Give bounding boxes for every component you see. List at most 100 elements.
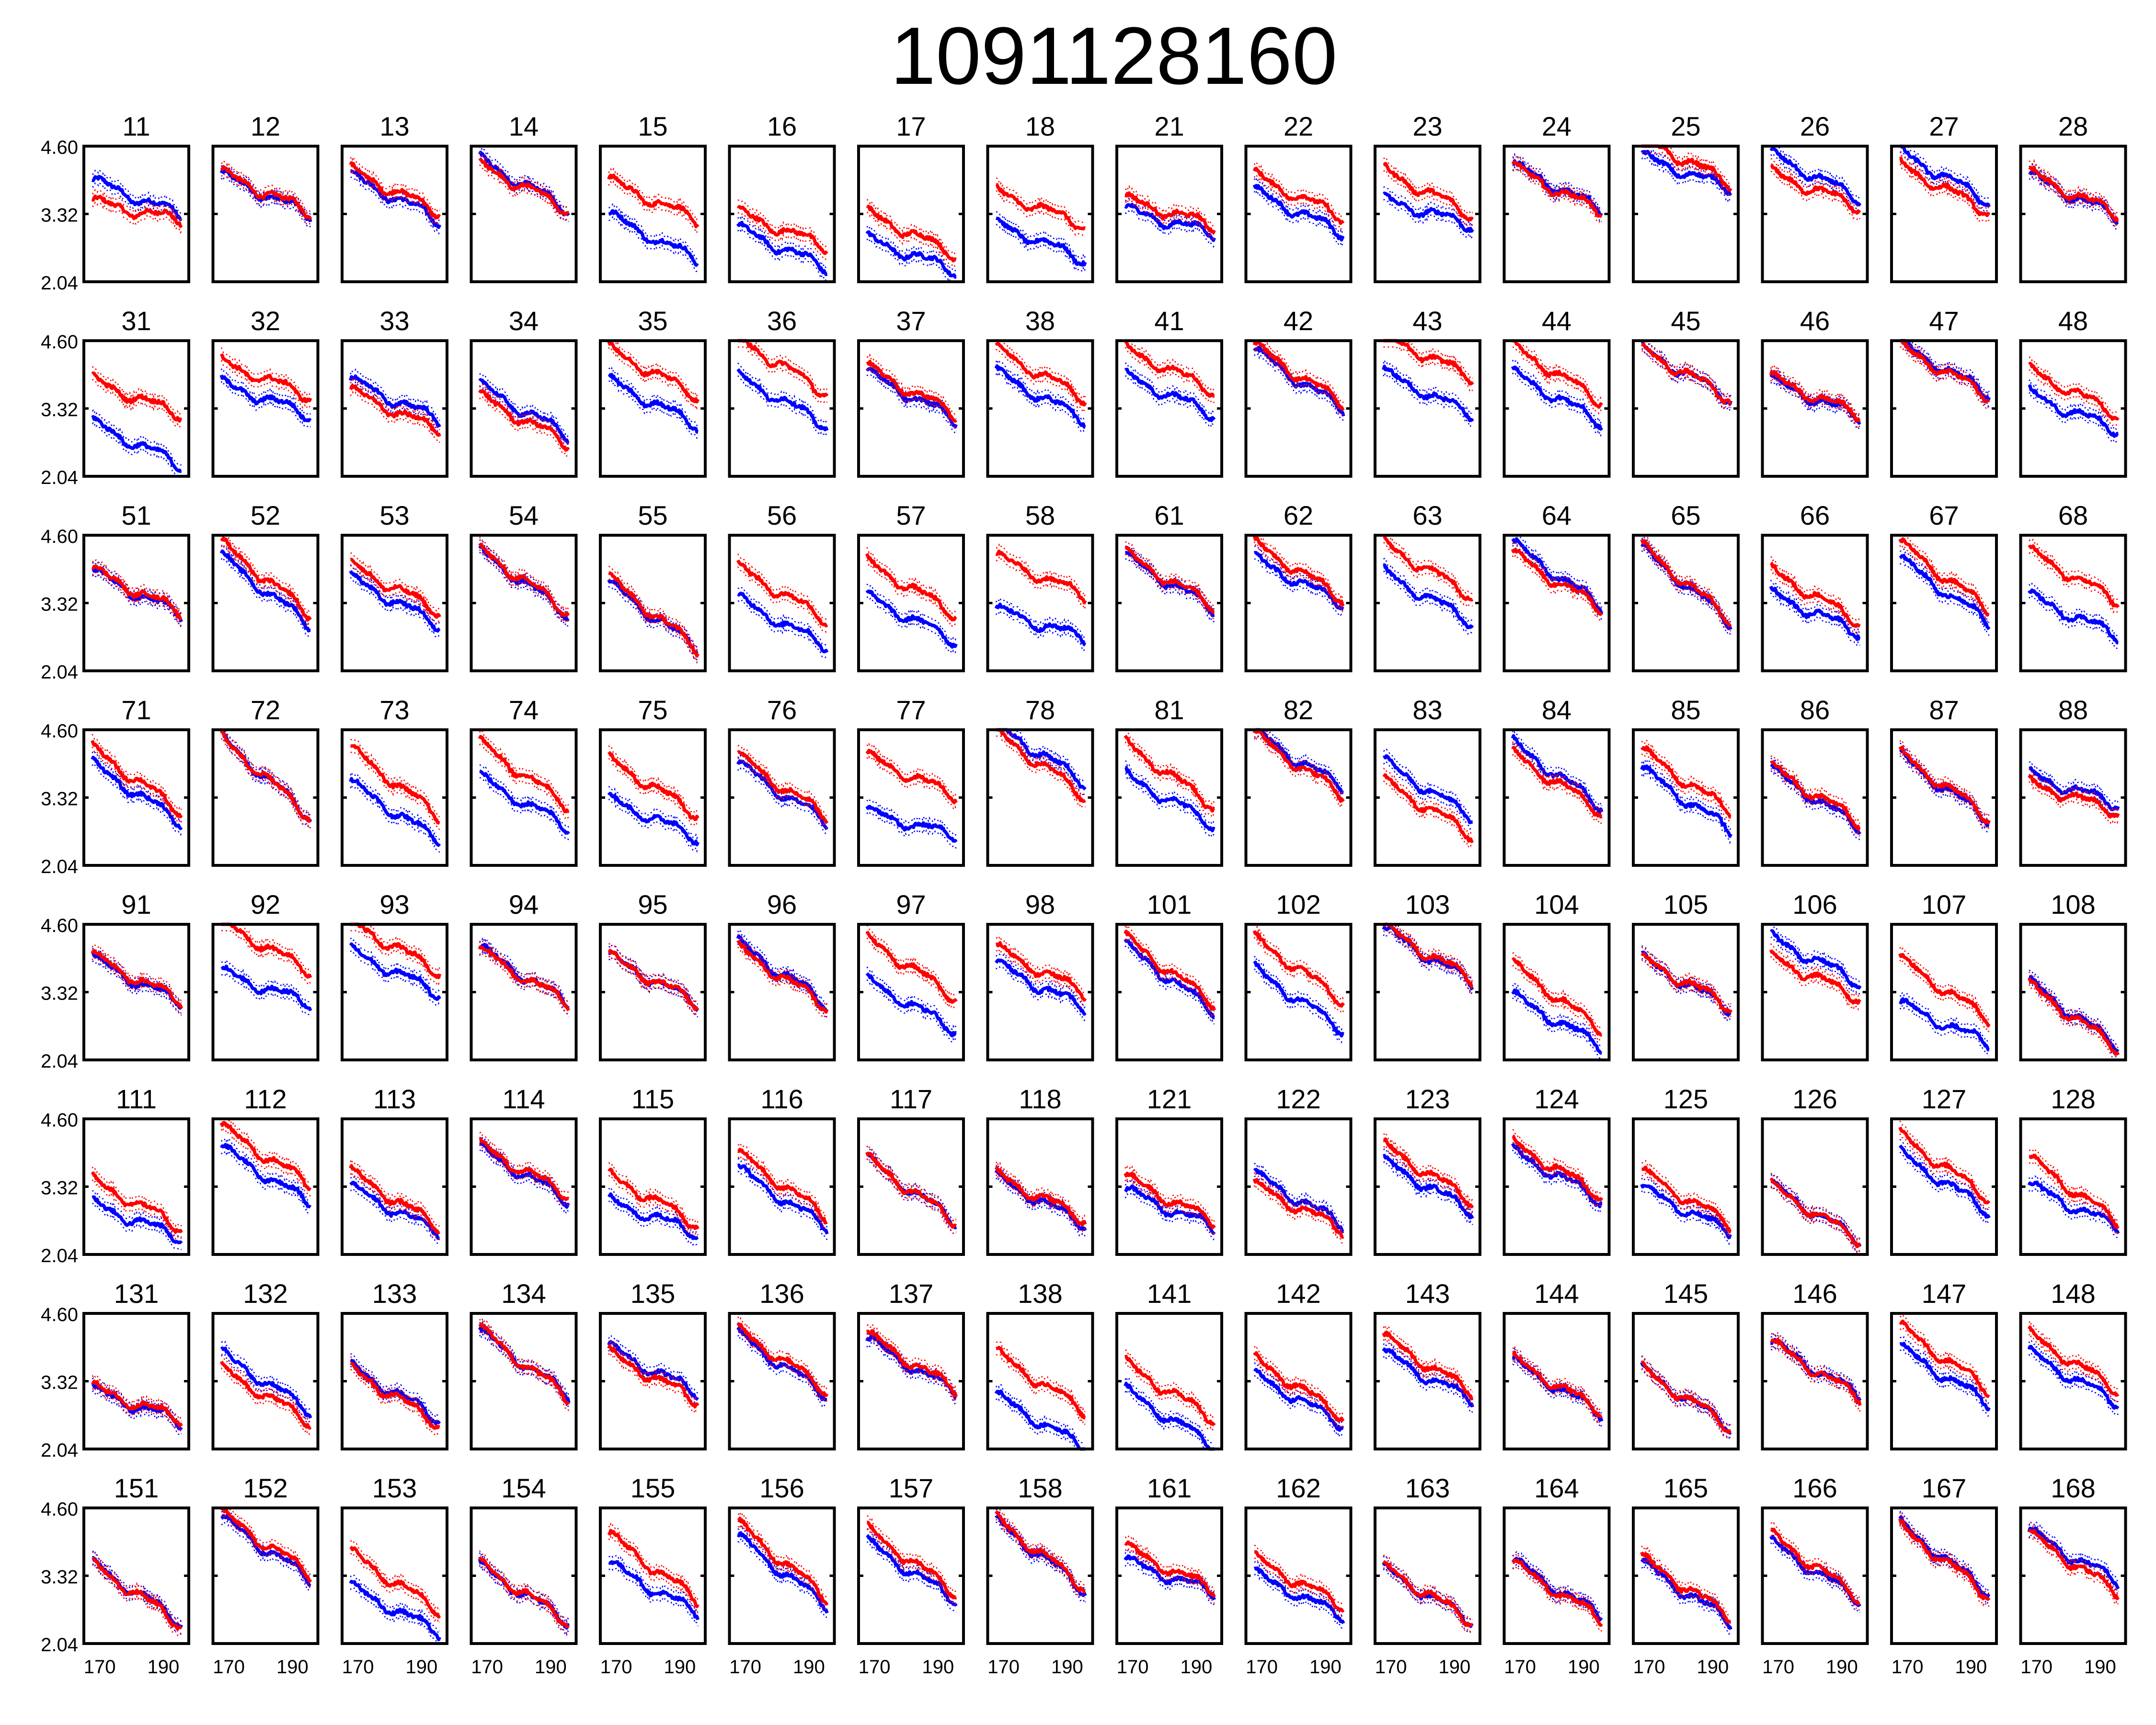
red-lower-band xyxy=(608,1174,699,1236)
red-series-line xyxy=(1124,191,1216,234)
blue-series-line xyxy=(866,1534,958,1607)
red-upper-band xyxy=(1254,729,1344,797)
blue-lower-band xyxy=(92,1390,182,1436)
blue-upper-band xyxy=(1899,548,1990,623)
red-lower-band xyxy=(1253,937,1344,1013)
red-series-line xyxy=(349,384,441,437)
red-series-line xyxy=(2028,165,2119,222)
blue-series-line xyxy=(1382,365,1474,423)
blue-lower-band xyxy=(1512,372,1603,437)
red-upper-band xyxy=(1512,1344,1602,1411)
panel-frame xyxy=(1115,339,1223,478)
red-upper-band xyxy=(220,1355,311,1423)
blue-upper-band xyxy=(1899,1509,1990,1593)
blue-lower-band xyxy=(2029,391,2119,444)
panel-title: 55 xyxy=(638,500,667,530)
blue-lower-band xyxy=(608,1199,699,1246)
red-series-line xyxy=(995,549,1087,605)
blue-lower-band xyxy=(1253,190,1344,248)
blue-series-line xyxy=(2028,384,2119,438)
red-series-line xyxy=(1382,773,1474,843)
red-series-line xyxy=(1640,745,1732,819)
y-tick-label: 4.60 xyxy=(41,1110,78,1131)
red-series-line xyxy=(220,1506,312,1583)
red-upper-band xyxy=(1124,923,1215,1005)
red-upper-band xyxy=(737,745,828,817)
red-upper-band xyxy=(866,199,957,255)
blue-upper-band xyxy=(479,372,569,438)
red-upper-band xyxy=(1383,156,1473,215)
panel-65: 65 xyxy=(1632,500,1740,672)
blue-series-line xyxy=(1769,929,1862,989)
panel-51: 51 4.60 3.32 2.04 xyxy=(41,500,190,683)
red-upper-band xyxy=(1512,1129,1603,1195)
blue-series-line xyxy=(607,1192,699,1241)
panel-title: 85 xyxy=(1671,695,1700,725)
red-series-line xyxy=(350,557,441,619)
x-tick-label: 190 xyxy=(406,1656,438,1678)
panel-title: 116 xyxy=(760,1084,803,1114)
red-lower-band xyxy=(2029,172,2119,229)
red-series-line xyxy=(607,173,700,229)
blue-lower-band xyxy=(1383,761,1473,830)
red-series-line xyxy=(1770,1337,1862,1406)
panel-title: 142 xyxy=(1276,1278,1320,1309)
panel-151: 151 4.60 3.32 2.04 170 190 xyxy=(41,1473,190,1678)
red-series-line xyxy=(1382,922,1474,989)
red-series-line xyxy=(478,735,570,814)
red-lower-band xyxy=(221,930,311,985)
red-series-line xyxy=(1640,539,1732,627)
blue-upper-band xyxy=(866,225,957,272)
red-series-line xyxy=(1770,163,1861,215)
red-lower-band xyxy=(737,946,828,1020)
panel-title: 33 xyxy=(379,306,409,336)
panel-36: 36 xyxy=(728,306,836,478)
blue-upper-band xyxy=(1641,1356,1732,1427)
red-upper-band xyxy=(866,1323,957,1392)
red-upper-band xyxy=(608,340,699,397)
red-upper-band xyxy=(221,1507,311,1576)
red-lower-band xyxy=(1512,1357,1602,1424)
blue-series-line xyxy=(1124,203,1216,242)
red-series-line xyxy=(995,941,1087,1002)
blue-upper-band xyxy=(221,958,311,1005)
blue-series-line xyxy=(1124,938,1216,1020)
panel-frame xyxy=(1115,1312,1223,1450)
panel-28: 28 xyxy=(2019,111,2127,283)
red-series-line xyxy=(1640,952,1732,1014)
red-upper-band xyxy=(1899,1512,1990,1595)
red-lower-band xyxy=(1253,1185,1344,1244)
blue-lower-band xyxy=(608,586,699,661)
blue-series-line xyxy=(479,1140,570,1209)
panel-title: 77 xyxy=(896,695,926,725)
panel-title: 124 xyxy=(1534,1084,1579,1114)
red-lower-band xyxy=(1124,741,1215,819)
red-series-line xyxy=(607,1529,700,1609)
red-upper-band xyxy=(350,378,440,430)
panel-title: 21 xyxy=(1154,111,1184,141)
panel-title: 158 xyxy=(1018,1473,1062,1503)
red-upper-band xyxy=(92,366,182,416)
panel-73: 73 xyxy=(341,695,448,867)
blue-lower-band xyxy=(220,381,311,428)
panel-frame xyxy=(470,1117,578,1256)
red-upper-band xyxy=(1125,540,1215,607)
blue-series-line xyxy=(1898,1144,1991,1219)
panel-title: 147 xyxy=(1922,1278,1966,1309)
x-tick-label: 190 xyxy=(793,1656,825,1678)
panel-95: 95 xyxy=(599,889,707,1061)
blue-lower-band xyxy=(479,949,569,1015)
blue-lower-band xyxy=(1641,1190,1732,1245)
red-series-line xyxy=(994,1166,1087,1227)
panel-title: 31 xyxy=(121,306,151,336)
red-upper-band xyxy=(608,1522,699,1601)
red-series-line xyxy=(1383,1137,1474,1208)
y-tick-label: 3.32 xyxy=(41,1372,78,1393)
panel-title: 122 xyxy=(1276,1084,1320,1114)
red-lower-band xyxy=(866,937,957,1010)
red-upper-band xyxy=(866,1146,957,1221)
panel-title: 53 xyxy=(379,500,409,530)
red-lower-band xyxy=(92,747,182,825)
blue-upper-band xyxy=(1900,145,1990,201)
red-lower-band xyxy=(92,379,182,429)
